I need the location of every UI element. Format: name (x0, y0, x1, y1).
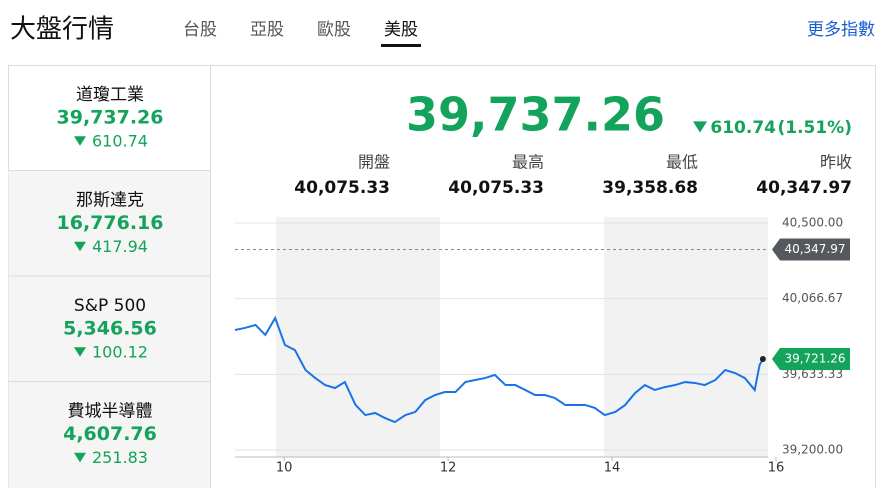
session-band (276, 217, 440, 457)
index-value: 16,776.16 (57, 212, 164, 234)
stat-value: 40,347.97 (756, 178, 852, 198)
down-arrow (74, 241, 86, 252)
index-name[interactable]: 道瓊工業 (76, 85, 144, 105)
market-tab[interactable]: 美股 (384, 20, 418, 40)
index-change: 100.12 (92, 343, 148, 362)
index-name[interactable]: S&P 500 (74, 296, 146, 316)
x-tick-label: 14 (604, 461, 621, 476)
stat-value: 40,075.33 (448, 178, 544, 198)
market-tab[interactable]: 歐股 (317, 20, 351, 40)
price-line (234, 315, 764, 424)
x-tick-label: 10 (276, 461, 293, 476)
market-tab[interactable]: 台股 (183, 20, 217, 40)
stat-value: 40,075.33 (294, 178, 390, 198)
session-band (604, 217, 768, 457)
index-name[interactable]: 費城半導體 (68, 402, 153, 422)
main-value: 39,737.26 (406, 88, 665, 142)
market-tab[interactable]: 亞股 (250, 20, 284, 40)
page-title: 大盤行情 (10, 15, 114, 45)
stat-label: 開盤 (358, 153, 390, 172)
stat-label: 最高 (512, 153, 544, 172)
index-value: 39,737.26 (57, 107, 164, 129)
y-tick-label: 39,633.33 (782, 367, 843, 381)
down-arrow (693, 121, 707, 133)
index-name[interactable]: 那斯達克 (76, 191, 144, 211)
stat-label: 昨收 (820, 153, 852, 172)
main-change: 610.74 (710, 118, 776, 138)
x-tick-label: 16 (768, 461, 785, 476)
active-tab-underline (381, 44, 421, 47)
index-value: 5,346.56 (63, 318, 157, 340)
index-change: 610.74 (92, 132, 148, 151)
y-tick-label: 39,200.00 (782, 443, 843, 457)
reference-label: 40,347.97 (784, 242, 845, 256)
y-tick-label: 40,066.67 (782, 291, 843, 305)
more-link[interactable]: 更多指數 (807, 20, 875, 40)
stat-value: 39,358.68 (602, 178, 698, 198)
reference-tag (772, 238, 850, 261)
index-change: 251.83 (92, 448, 148, 467)
main-change-pct: (1.51%) (777, 118, 852, 138)
last-tag (772, 347, 850, 370)
last-point (759, 355, 766, 362)
down-arrow (74, 452, 86, 463)
down-arrow (74, 136, 86, 146)
last-label: 39,721.26 (784, 351, 845, 365)
y-tick-label: 40,500.00 (782, 216, 843, 230)
sidebar-bg (8, 170, 211, 490)
index-value: 4,607.76 (63, 423, 157, 445)
index-change: 417.94 (92, 237, 148, 256)
stat-label: 最低 (666, 153, 698, 172)
down-arrow (74, 347, 86, 357)
x-tick-label: 12 (440, 461, 457, 476)
